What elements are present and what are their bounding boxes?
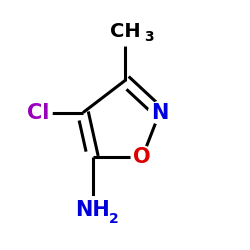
Text: 2: 2 (109, 212, 119, 226)
Text: N: N (151, 103, 168, 123)
Circle shape (25, 99, 52, 126)
Text: NH: NH (76, 200, 110, 220)
Text: Cl: Cl (27, 103, 50, 123)
Circle shape (79, 197, 106, 224)
Text: 3: 3 (144, 30, 153, 44)
Circle shape (131, 146, 154, 168)
Circle shape (110, 16, 140, 46)
Circle shape (148, 102, 171, 124)
Text: CH: CH (110, 22, 140, 40)
Text: O: O (134, 147, 151, 167)
